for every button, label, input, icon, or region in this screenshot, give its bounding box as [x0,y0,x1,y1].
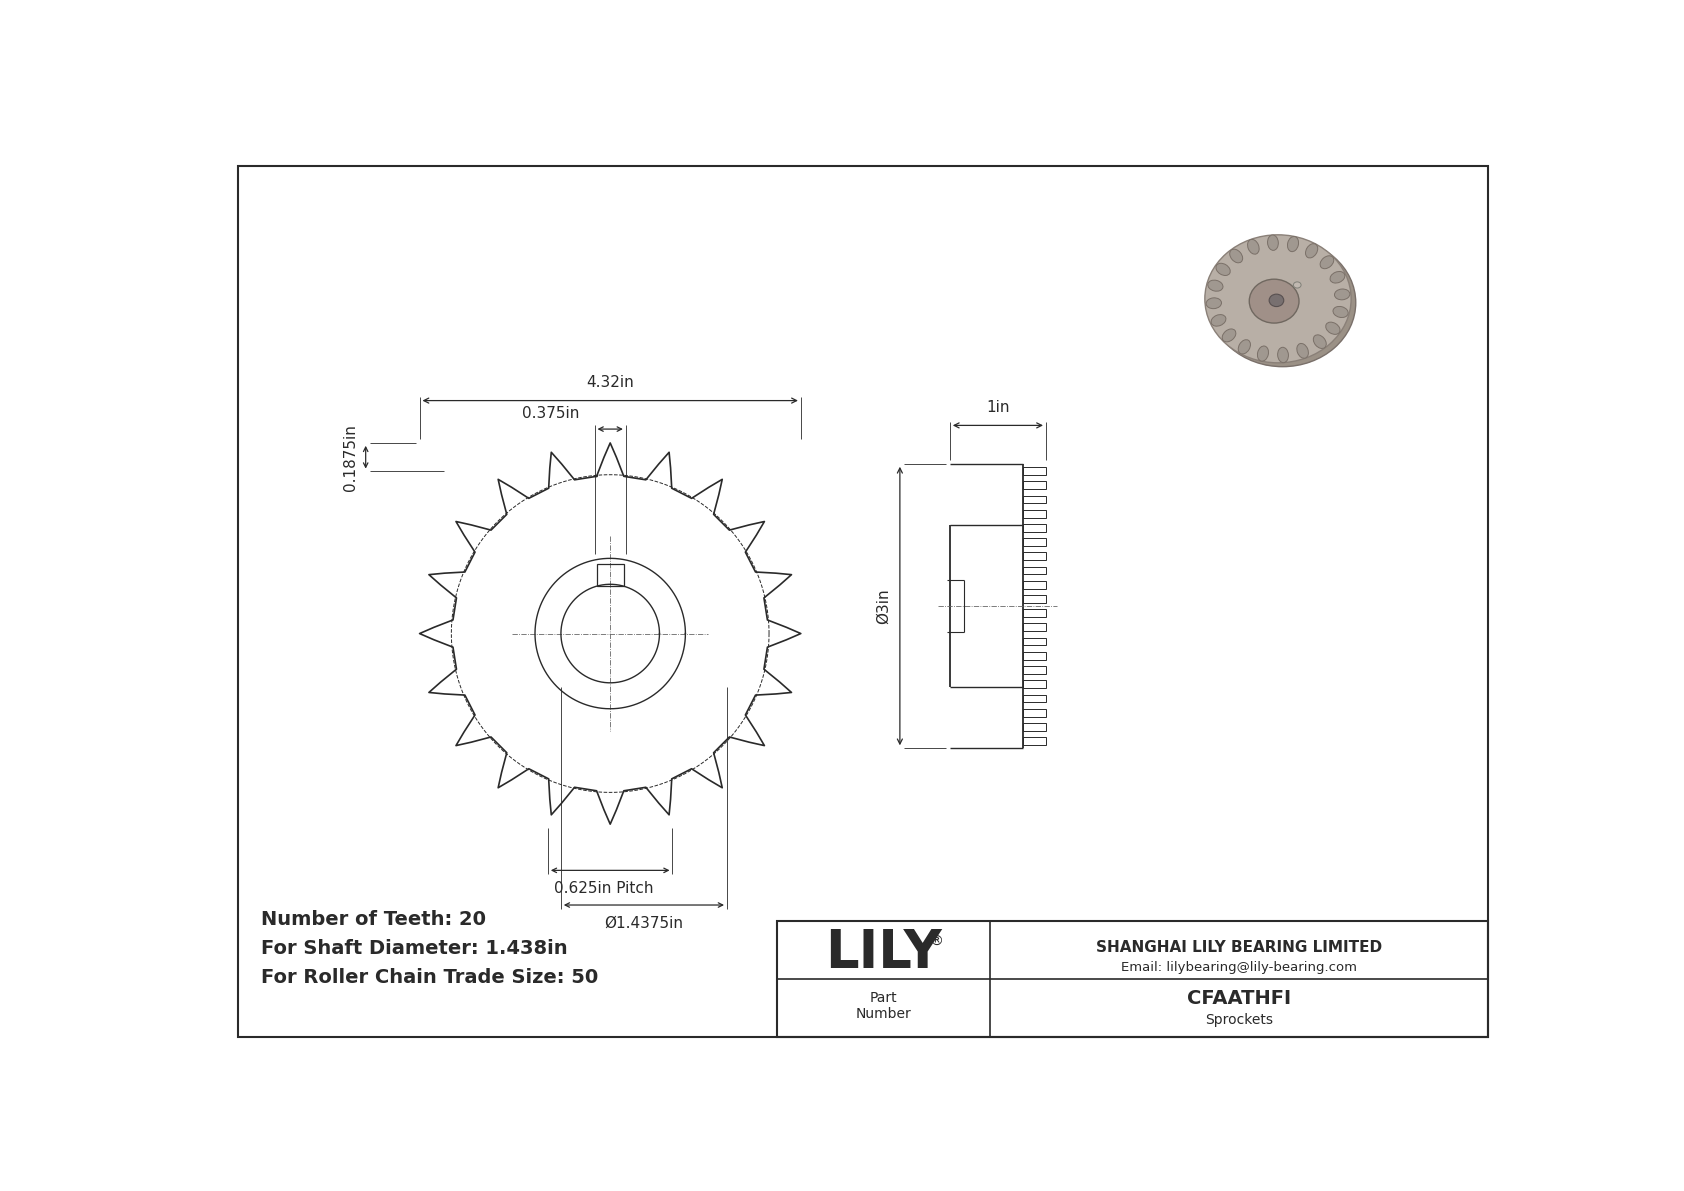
Text: 0.1875in: 0.1875in [344,424,359,491]
Text: CFAATHFI: CFAATHFI [1187,990,1292,1009]
Bar [776,922,1489,1037]
Ellipse shape [1250,279,1298,323]
Bar [1022,467,1046,475]
Ellipse shape [1228,332,1241,345]
Ellipse shape [1314,335,1327,349]
Text: Number of Teeth: 20: Number of Teeth: 20 [261,910,487,929]
Ellipse shape [1270,294,1283,306]
Ellipse shape [1334,306,1349,318]
Ellipse shape [1271,239,1283,254]
Ellipse shape [1339,293,1354,304]
Ellipse shape [1330,326,1344,338]
Ellipse shape [1258,347,1268,361]
Ellipse shape [1302,348,1314,362]
Bar [1022,495,1046,504]
Bar [1022,694,1046,703]
Ellipse shape [1221,267,1234,280]
Bar [1022,737,1046,746]
Ellipse shape [1268,235,1278,250]
Bar [1022,680,1046,688]
Bar [1022,510,1046,518]
Bar [1022,553,1046,560]
Ellipse shape [1261,350,1273,364]
Ellipse shape [1305,244,1317,258]
Ellipse shape [1319,338,1330,353]
Ellipse shape [1320,256,1334,269]
Bar [596,563,623,586]
Ellipse shape [1204,235,1351,363]
Ellipse shape [1248,239,1260,254]
Bar [1022,623,1046,631]
Text: Email: lilybearing@lily-bearing.com: Email: lilybearing@lily-bearing.com [1122,961,1357,974]
Ellipse shape [1288,237,1298,251]
Bar [1022,709,1046,717]
Text: Part
Number: Part Number [855,991,911,1021]
Text: For Roller Chain Trade Size: 50: For Roller Chain Trade Size: 50 [261,968,598,987]
Ellipse shape [1337,311,1352,322]
Bar [1022,524,1046,531]
Ellipse shape [1335,275,1349,287]
Text: For Shaft Diameter: 1.438in: For Shaft Diameter: 1.438in [261,939,568,958]
Ellipse shape [1209,238,1356,367]
Ellipse shape [1282,351,1293,367]
Bar [1022,581,1046,588]
Ellipse shape [1292,241,1303,256]
Bar [1022,596,1046,603]
Text: Sprockets: Sprockets [1206,1012,1273,1027]
Text: LILY: LILY [825,927,941,979]
Ellipse shape [1310,248,1322,262]
Ellipse shape [1297,343,1308,358]
Ellipse shape [1207,280,1223,292]
Ellipse shape [1211,301,1226,312]
Ellipse shape [1223,329,1236,342]
Ellipse shape [1334,289,1351,300]
Bar [1022,666,1046,674]
Bar [1022,723,1046,731]
Text: ®: ® [930,935,943,949]
Bar [1022,637,1046,646]
Text: 4.32in: 4.32in [586,375,635,389]
Ellipse shape [1325,322,1340,335]
Bar [1022,481,1046,490]
Text: 0.625in Pitch: 0.625in Pitch [554,881,653,896]
Ellipse shape [1206,298,1221,308]
Bar [1022,651,1046,660]
Ellipse shape [1293,282,1302,288]
Bar [1022,567,1046,574]
Ellipse shape [1216,263,1231,275]
Ellipse shape [1211,314,1226,326]
Ellipse shape [1278,348,1288,363]
Ellipse shape [1234,252,1248,267]
Text: Ø3in: Ø3in [876,588,891,624]
Ellipse shape [1238,339,1251,354]
Text: 1in: 1in [987,400,1010,414]
Text: SHANGHAI LILY BEARING LIMITED: SHANGHAI LILY BEARING LIMITED [1096,941,1383,955]
Text: Ø1.4375in: Ø1.4375in [605,916,684,931]
Ellipse shape [1216,318,1231,330]
Bar [1022,538,1046,545]
Bar [1022,610,1046,617]
Ellipse shape [1212,283,1228,295]
Ellipse shape [1325,260,1339,273]
Ellipse shape [1243,343,1255,357]
Text: 0.375in: 0.375in [522,406,579,422]
Ellipse shape [1253,243,1263,258]
Ellipse shape [1229,249,1243,263]
Ellipse shape [1330,272,1346,283]
